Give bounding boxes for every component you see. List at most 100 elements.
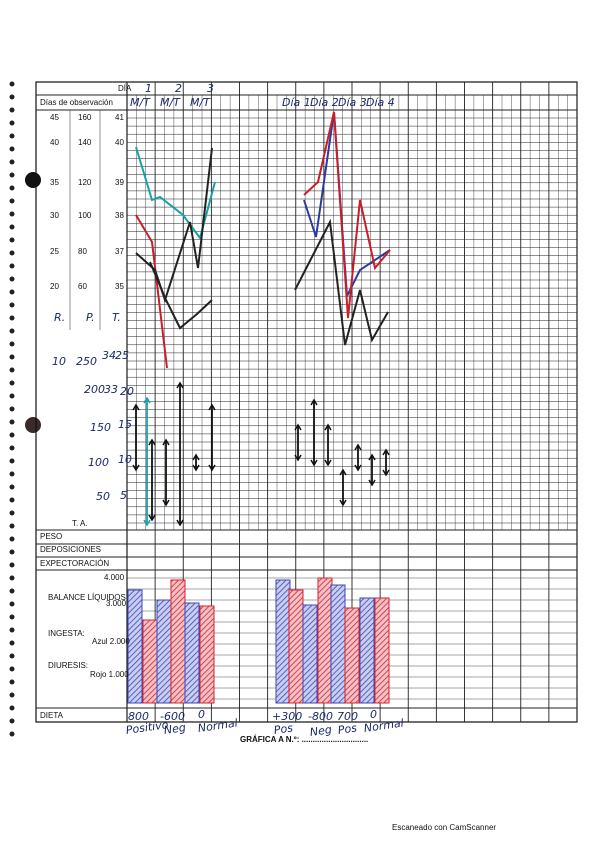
binding-hole <box>9 81 15 87</box>
fluid-bar <box>199 605 215 704</box>
dia-label: DÍA <box>118 84 132 93</box>
fluid-bar <box>359 597 375 704</box>
binding-hole <box>9 276 15 282</box>
arrow-head <box>162 499 170 507</box>
fluid-bar <box>330 584 346 704</box>
ta-small: 20 <box>120 385 134 398</box>
arrow-head <box>192 464 200 472</box>
ta-value: 200 <box>84 383 105 396</box>
binding-hole <box>9 406 15 412</box>
day-note: Día 2 <box>310 96 339 109</box>
scale-label: 35 <box>115 282 124 291</box>
scale-label: 40 <box>115 138 124 147</box>
day-number: 1 <box>145 82 152 95</box>
footer: GRÁFICA A N.º: .........................… <box>240 735 368 744</box>
binding-hole <box>9 224 15 230</box>
balance-title: BALANCE LÍQUIDOS <box>48 593 126 602</box>
arrow-head <box>208 464 216 472</box>
binding-hole <box>9 588 15 594</box>
diet-note: Normal <box>363 717 404 735</box>
binding-hole <box>9 419 15 425</box>
balance-value: 700 <box>337 710 358 723</box>
observation-label: Días de observación <box>40 98 113 107</box>
binding-hole <box>9 614 15 620</box>
fluid-bar <box>127 589 143 704</box>
binding-hole <box>9 237 15 243</box>
day-note: Día 3 <box>338 96 367 109</box>
scale-label: 140 <box>78 138 92 147</box>
axis-head: R. <box>54 311 65 324</box>
balance-value: -800 <box>308 710 333 723</box>
binding-hole <box>9 718 15 724</box>
arrow-head <box>148 438 156 446</box>
binding-hole <box>9 94 15 100</box>
arrow-head <box>176 519 184 527</box>
binding-hole <box>9 172 15 178</box>
arrow-head <box>176 381 184 389</box>
balance-scale: 3.000 <box>106 599 127 608</box>
azul-label: Azul 2.000 <box>92 637 130 646</box>
dieta-label: DIETA <box>40 711 64 720</box>
arrow-head <box>324 459 332 467</box>
scale-label: 35 <box>50 178 59 187</box>
axis-head: P. <box>86 311 95 324</box>
row-label: DEPOSICIONES <box>40 545 101 554</box>
binding-hole <box>9 666 15 672</box>
shift: M/T <box>130 96 151 109</box>
ta-small: 15 <box>118 418 132 431</box>
binding-hole <box>9 367 15 373</box>
shift: M/T <box>190 96 211 109</box>
scale-label: 80 <box>78 247 87 256</box>
arrow-head <box>382 448 390 456</box>
binding-hole <box>9 107 15 113</box>
arrow-head <box>192 453 200 461</box>
grid <box>36 82 578 722</box>
binding-hole <box>9 575 15 581</box>
ta-value: 250 <box>76 355 97 368</box>
binding-hole <box>9 328 15 334</box>
balance-scale: 4.000 <box>104 573 125 582</box>
binding-hole <box>9 133 15 139</box>
binding-hole <box>9 146 15 152</box>
scale-label: 41 <box>115 113 124 122</box>
arrow-head <box>143 396 151 404</box>
fluid-bar <box>275 579 291 704</box>
binding-hole <box>9 601 15 607</box>
binding-hole <box>9 315 15 321</box>
arrow-head <box>132 464 140 472</box>
fluid-bar <box>302 604 318 704</box>
scanner-watermark: Escaneado con CamScanner <box>392 823 496 832</box>
arrow-head <box>294 423 302 431</box>
fluid-bar <box>156 599 172 704</box>
arrow-head <box>368 453 376 461</box>
arrow-head <box>148 514 156 522</box>
binding-hole <box>9 185 15 191</box>
ta-small: 10 <box>118 453 132 466</box>
scale-label: 39 <box>115 178 124 187</box>
fluid-bar <box>170 579 186 704</box>
binding-hole <box>9 263 15 269</box>
scale-label: 60 <box>78 282 87 291</box>
arrow-head <box>310 459 318 467</box>
binding-hole <box>9 497 15 503</box>
binding-hole <box>9 354 15 360</box>
arrow-head <box>294 454 302 462</box>
arrow-head <box>324 423 332 431</box>
binding-hole <box>9 380 15 386</box>
diet-note: Neg <box>163 721 187 737</box>
scale-label: 45 <box>50 113 59 122</box>
day-number: 2 <box>175 82 182 95</box>
scale-label: 160 <box>78 113 92 122</box>
binding-hole <box>9 653 15 659</box>
ta-value: 150 <box>90 421 111 434</box>
binding-hole <box>9 523 15 529</box>
ta-small: 25 <box>115 349 129 362</box>
binding-hole <box>9 341 15 347</box>
binding-hole <box>9 484 15 490</box>
fluid-bar <box>317 577 333 704</box>
binding-hole <box>9 393 15 399</box>
binding-hole <box>9 250 15 256</box>
diet-note: Neg <box>309 723 333 739</box>
